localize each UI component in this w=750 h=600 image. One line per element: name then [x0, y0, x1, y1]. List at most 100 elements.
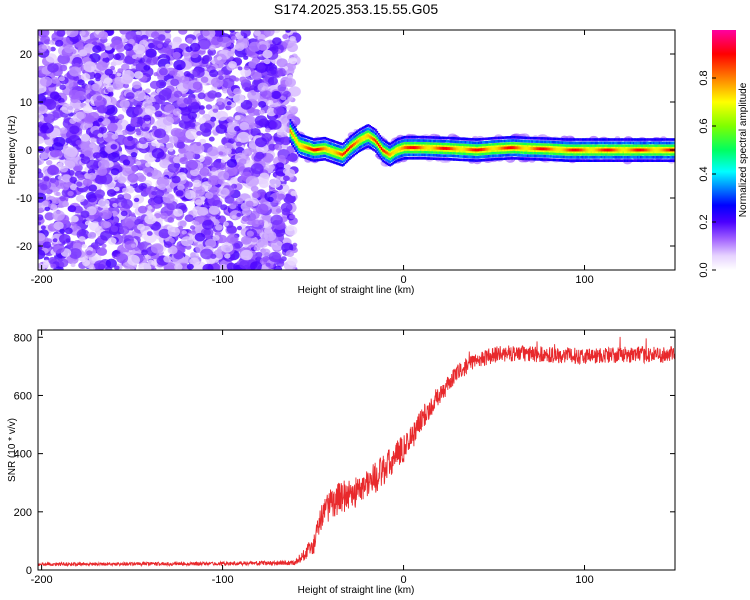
noise-cell: [103, 77, 113, 85]
ridge-cell: [522, 139, 525, 143]
ridge-cell: [298, 136, 300, 139]
ridge-cell: [369, 128, 371, 131]
ridge-cell: [396, 159, 399, 162]
ridge-cell: [577, 159, 580, 162]
ridge-cell: [593, 144, 596, 148]
ridge-cell: [542, 149, 545, 153]
ridge-cell: [489, 145, 492, 149]
ridge-cell: [350, 143, 353, 147]
ridge-cell: [548, 145, 551, 149]
ridge-cell: [569, 159, 571, 162]
noise-cell: [268, 164, 275, 170]
ridge-cell: [370, 143, 373, 147]
ridge-cell: [318, 140, 321, 144]
ridge-cell: [499, 157, 502, 161]
ridge-cell: [427, 153, 429, 157]
noise-cell: [285, 77, 296, 88]
ridge-cell: [489, 137, 492, 140]
ridge-cell: [430, 148, 432, 152]
ridge-cell: [398, 137, 400, 141]
ridge-cell: [444, 142, 447, 146]
ridge-cell: [408, 148, 411, 151]
ridge-cell: [443, 149, 445, 152]
ridge-cell: [353, 141, 355, 144]
noise-cell: [231, 215, 237, 220]
ridge-cell: [317, 158, 319, 162]
ridge-cell: [292, 129, 295, 133]
noise-cell: [38, 137, 45, 144]
ridge-cell: [590, 150, 593, 154]
noise-cell: [117, 68, 124, 74]
noise-cell: [167, 44, 173, 49]
ridge-cell: [464, 143, 467, 147]
noise-cell: [47, 63, 59, 73]
ridge-cell: [306, 146, 309, 150]
noise-cell: [166, 187, 173, 193]
ridge-cell: [382, 138, 384, 142]
ridge-cell: [372, 148, 374, 151]
noise-cell: [164, 241, 172, 248]
ridge-cell: [535, 147, 538, 151]
ridge-cell: [466, 141, 468, 144]
ridge-cell: [334, 155, 337, 158]
ridge-cell: [540, 145, 542, 149]
ridge-cell: [469, 141, 471, 144]
ridge-cell: [563, 144, 565, 147]
ridge-cell: [548, 155, 551, 158]
ridge-cell: [545, 155, 548, 158]
ridge-cell: [477, 153, 480, 156]
noise-cell: [144, 126, 150, 131]
ridge-cell: [571, 144, 574, 148]
ridge-cell: [571, 156, 574, 159]
ridge-cell: [425, 144, 428, 148]
noise-cell: [64, 44, 75, 54]
ridge-cell: [376, 137, 379, 140]
ridge-cell: [411, 150, 413, 154]
ridge-cell: [299, 133, 302, 137]
ridge-cell: [422, 157, 425, 160]
ridge-cell: [500, 148, 503, 152]
noise-cell: [247, 89, 261, 101]
ridge-cell: [563, 152, 565, 156]
noise-cell: [60, 165, 68, 173]
ridge-cell: [463, 155, 466, 158]
ridge-cell: [566, 156, 568, 159]
ridge-cell: [334, 143, 337, 147]
ridge-cell: [416, 153, 419, 157]
ridge-cell: [406, 139, 409, 142]
noise-cell: [111, 133, 119, 140]
ridge-cell: [430, 144, 432, 148]
noise-cell: [238, 158, 247, 165]
ridge-cell: [538, 147, 541, 151]
ridge-cell: [489, 149, 492, 153]
noise-cell: [162, 116, 174, 126]
noise-cell: [134, 185, 144, 193]
ridge-cell: [380, 145, 383, 148]
ridge-cell: [324, 143, 327, 146]
ridge-cell: [386, 162, 389, 166]
ridge-cell: [380, 140, 383, 143]
ridge-cell: [341, 155, 344, 158]
ridge-cell: [425, 153, 428, 157]
ridge-cell: [315, 141, 318, 144]
ridge-cell: [319, 149, 322, 153]
noise-cell: [199, 138, 207, 145]
ridge-cell: [505, 157, 508, 160]
ridge-cell: [380, 149, 383, 152]
ridge-cell: [558, 152, 561, 156]
noise-cell: [281, 208, 291, 216]
noise-cell: [38, 249, 46, 260]
ridge-cell: [555, 150, 558, 153]
noise-cell: [90, 137, 97, 143]
noise-cell: [228, 60, 237, 69]
ridge-cell: [554, 146, 557, 149]
noise-cell: [87, 194, 97, 203]
noise-cell: [183, 97, 193, 105]
ridge-cell: [296, 145, 299, 148]
ridge-cell: [550, 143, 552, 147]
ridge-cell: [479, 138, 481, 141]
ridge-cell: [390, 148, 393, 151]
ridge-cell: [518, 157, 521, 160]
ridge-cell: [450, 149, 452, 152]
ridge-cell: [314, 138, 316, 141]
